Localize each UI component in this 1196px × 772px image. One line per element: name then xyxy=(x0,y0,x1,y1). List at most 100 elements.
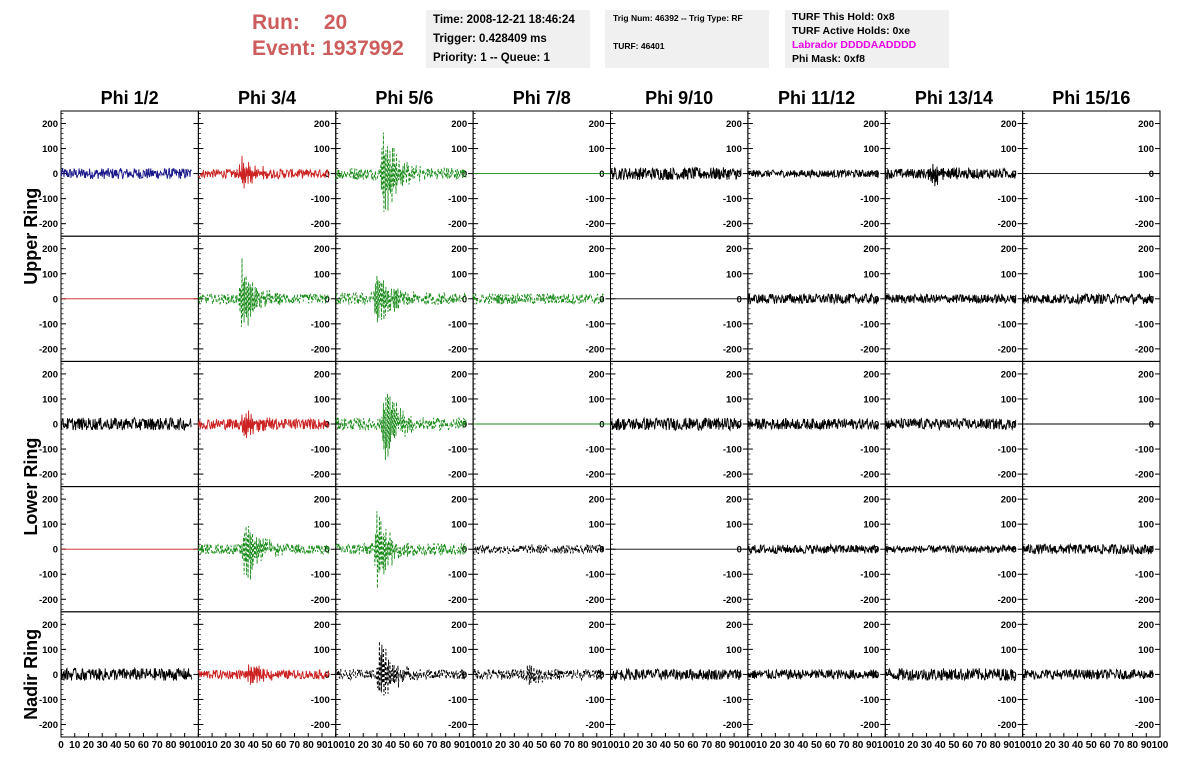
y-tick-label: 0 xyxy=(1011,670,1016,681)
waveform-trace xyxy=(60,666,192,682)
x-tick-label: 10 xyxy=(481,740,493,751)
y-tick-label: -100 xyxy=(39,319,58,330)
x-tick-label: 100 xyxy=(740,740,757,751)
waveform-trace xyxy=(335,393,467,461)
column-title: Phi 11/12 xyxy=(778,88,855,108)
y-tick-label: 200 xyxy=(589,495,605,506)
y-tick-label: 200 xyxy=(726,244,742,255)
y-tick-label: 200 xyxy=(589,620,605,631)
y-tick-label: -100 xyxy=(311,695,330,706)
x-tick-label: 90 xyxy=(591,740,603,751)
y-tick-label: 200 xyxy=(726,495,742,506)
y-tick-label: 100 xyxy=(314,520,330,531)
y-tick-label: -200 xyxy=(448,344,467,355)
y-tick-label: 200 xyxy=(314,119,330,130)
y-tick-label: -200 xyxy=(1135,720,1154,731)
y-tick-label: -100 xyxy=(998,445,1017,456)
x-tick-label: 50 xyxy=(811,740,823,751)
x-tick-label: 20 xyxy=(495,740,507,751)
x-tick-label: 80 xyxy=(1127,740,1139,751)
y-tick-label: -100 xyxy=(860,194,879,205)
waveform-trace xyxy=(472,665,604,685)
y-tick-label: -100 xyxy=(723,319,742,330)
x-tick-label: 30 xyxy=(646,740,658,751)
y-tick-label: 200 xyxy=(451,119,467,130)
y-tick-label: -100 xyxy=(1135,570,1154,581)
x-tick-label: 50 xyxy=(948,740,960,751)
y-tick-label: -200 xyxy=(723,219,742,230)
y-tick-label: -200 xyxy=(39,219,58,230)
y-tick-label: -100 xyxy=(860,695,879,706)
y-tick-label: -200 xyxy=(311,470,330,481)
run-event-header: Run: 20 Event: 1937992 xyxy=(252,10,404,62)
waveform-trace xyxy=(610,667,742,682)
waveform-trace xyxy=(884,417,1017,432)
y-tick-label: -100 xyxy=(998,570,1017,581)
y-tick-label: 100 xyxy=(1001,645,1017,656)
y-tick-label: 0 xyxy=(1011,545,1016,556)
x-tick-label: 10 xyxy=(1031,740,1043,751)
x-tick-label: 60 xyxy=(275,740,287,751)
y-tick-label: 100 xyxy=(1001,269,1017,280)
y-tick-label: 0 xyxy=(599,545,604,556)
x-tick-label: 10 xyxy=(619,740,631,751)
event-line: Event: 1937992 xyxy=(252,36,404,62)
waveform-trace xyxy=(335,275,467,323)
turf-active-text: TURF Active Holds: 0xe xyxy=(792,25,911,37)
y-tick-label: 100 xyxy=(451,144,467,155)
column-title: Phi 15/16 xyxy=(1052,88,1130,108)
y-tick-label: 0 xyxy=(1011,420,1016,431)
y-tick-label: 100 xyxy=(726,645,742,656)
y-tick-label: -100 xyxy=(1135,194,1154,205)
y-tick-label: -200 xyxy=(723,595,742,606)
x-tick-label: 80 xyxy=(165,740,177,751)
y-tick-label: 0 xyxy=(599,670,604,681)
y-tick-label: -200 xyxy=(585,595,604,606)
y-tick-label: 200 xyxy=(589,119,605,130)
y-tick-label: 100 xyxy=(314,144,330,155)
column-title: Phi 13/14 xyxy=(915,88,993,108)
y-tick-label: 100 xyxy=(726,144,742,155)
trig-num-text: Trig Num: 46392 -- Trig Type: RF xyxy=(613,13,743,23)
y-tick-label: -100 xyxy=(39,445,58,456)
x-tick-label: 40 xyxy=(248,740,260,751)
y-tick-label: 0 xyxy=(53,420,58,431)
y-tick-label: -200 xyxy=(860,595,879,606)
y-tick-label: 200 xyxy=(451,244,467,255)
x-tick-label: 100 xyxy=(327,740,344,751)
y-tick-label: 100 xyxy=(1138,144,1154,155)
y-tick-label: 0 xyxy=(1149,169,1154,180)
y-tick-label: 100 xyxy=(1001,144,1017,155)
y-tick-label: -100 xyxy=(585,445,604,456)
y-tick-label: -100 xyxy=(998,695,1017,706)
y-tick-label: -200 xyxy=(723,720,742,731)
y-tick-label: 100 xyxy=(589,269,605,280)
y-tick-label: 200 xyxy=(1138,495,1154,506)
y-tick-label: -200 xyxy=(998,720,1017,731)
y-tick-label: -200 xyxy=(723,470,742,481)
y-tick-label: 0 xyxy=(737,169,742,180)
y-tick-label: -200 xyxy=(39,595,58,606)
y-tick-label: -100 xyxy=(723,695,742,706)
y-tick-label: 200 xyxy=(42,244,58,255)
y-tick-label: 100 xyxy=(863,144,879,155)
x-tick-label: 20 xyxy=(358,740,370,751)
y-tick-label: -100 xyxy=(723,194,742,205)
y-tick-label: 100 xyxy=(42,520,58,531)
x-tick-label: 80 xyxy=(440,740,452,751)
x-tick-label: 100 xyxy=(602,740,619,751)
y-tick-label: -100 xyxy=(448,445,467,456)
x-tick-label: 20 xyxy=(220,740,232,751)
x-tick-label: 60 xyxy=(1099,740,1111,751)
waveform-trace xyxy=(60,416,192,431)
row-title: Nadir Ring xyxy=(21,629,41,720)
